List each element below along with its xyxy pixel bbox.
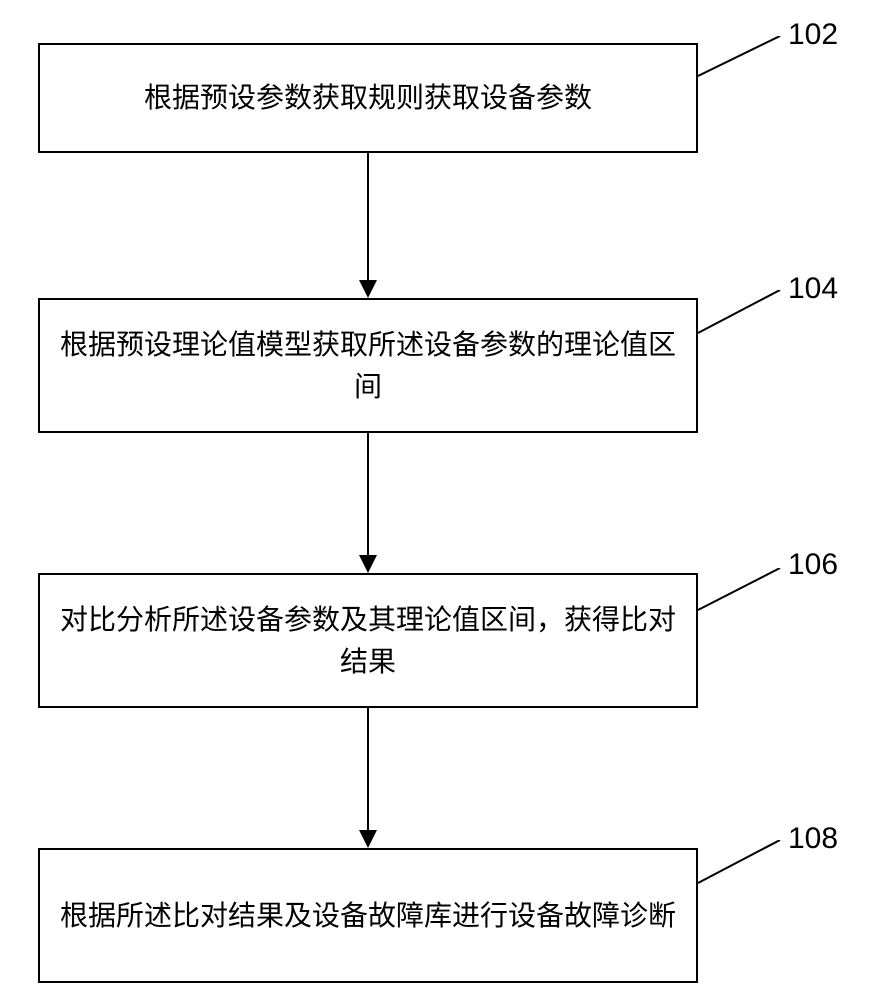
step-label-106: 106 [788, 548, 838, 582]
connector-3-4 [367, 708, 369, 830]
callout-104 [698, 290, 782, 337]
connector-1-2 [367, 153, 369, 280]
step-label-104: 104 [788, 272, 838, 306]
flow-step-108: 根据所述比对结果及设备故障库进行设备故障诊断 [38, 848, 698, 983]
flow-step-102-text: 根据预设参数获取规则获取设备参数 [144, 77, 592, 119]
flow-step-104-text: 根据预设理论值模型获取所述设备参数的理论值区间 [60, 324, 676, 408]
arrow-2-3 [359, 555, 377, 573]
flow-step-104: 根据预设理论值模型获取所述设备参数的理论值区间 [38, 298, 698, 433]
flow-step-108-text: 根据所述比对结果及设备故障库进行设备故障诊断 [60, 895, 676, 937]
step-label-102: 102 [788, 18, 838, 52]
callout-102 [698, 36, 782, 80]
arrow-1-2 [359, 280, 377, 298]
flow-step-106: 对比分析所述设备参数及其理论值区间，获得比对结果 [38, 573, 698, 708]
flow-step-102: 根据预设参数获取规则获取设备参数 [38, 43, 698, 153]
arrow-3-4 [359, 830, 377, 848]
connector-2-3 [367, 433, 369, 555]
callout-108 [698, 840, 782, 887]
flow-step-106-text: 对比分析所述设备参数及其理论值区间，获得比对结果 [60, 599, 676, 683]
callout-106 [698, 568, 782, 614]
step-label-108: 108 [788, 822, 838, 856]
